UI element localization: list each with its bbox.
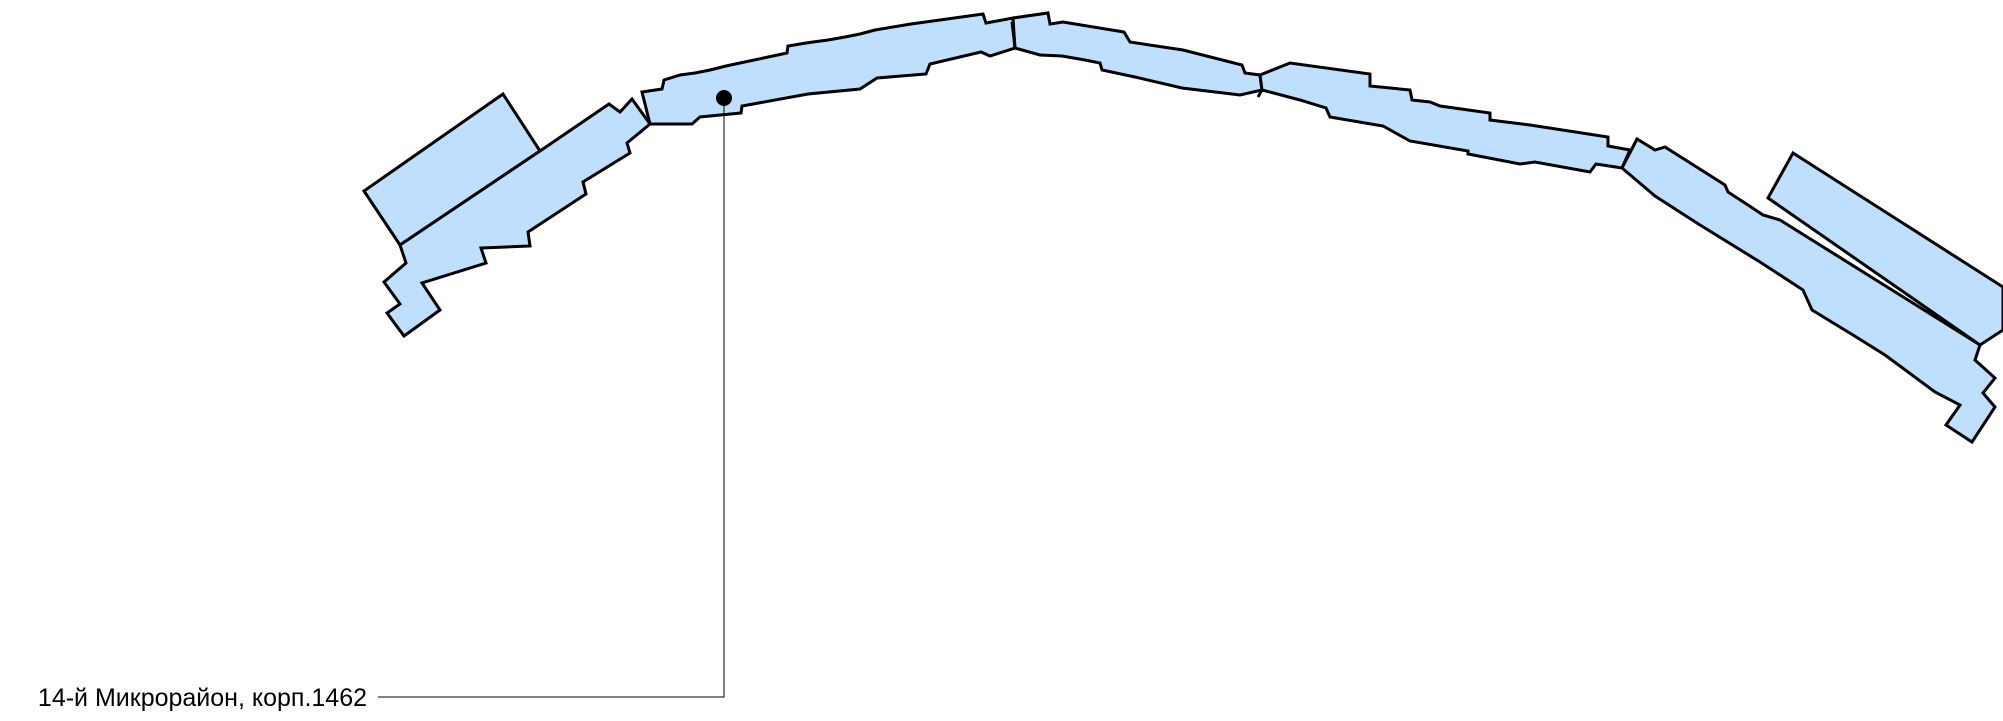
building-right-wing[interactable] [1620,136,1998,445]
section-divider [1256,89,1264,98]
building-marker[interactable] [716,90,732,106]
section-divider [1010,21,1017,49]
callout-label: 14-й Микрорайон, корп.1462 [38,684,367,712]
building-upper-left-section[interactable] [640,12,1017,126]
building-upper-right-section[interactable] [1011,11,1264,97]
building-right-section[interactable] [1258,61,1633,174]
callout-leader-line [378,98,725,698]
building-left-wing[interactable] [381,96,653,339]
building-right-annex[interactable] [1766,150,2003,347]
